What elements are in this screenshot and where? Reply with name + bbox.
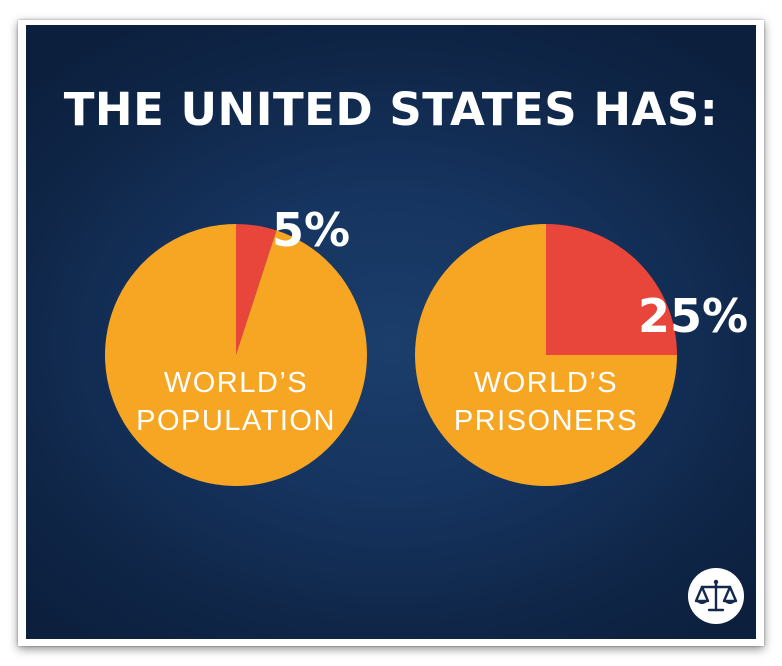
pie-caption-population-line-1: WORLD’S: [164, 367, 308, 399]
remainder-slice-population: [105, 224, 368, 487]
pie-chart-population: 5% WORLD’S POPULATION: [105, 203, 368, 487]
pie-caption-prisoners-line-1: WORLD’S: [474, 367, 618, 399]
pie-caption-population-line-2: POPULATION: [136, 405, 336, 437]
scales-of-justice-icon: [694, 579, 738, 612]
headline: THE UNITED STATES HAS:: [63, 83, 719, 136]
percent-label-population: 5%: [272, 203, 350, 257]
remainder-slice-prisoners: [415, 224, 677, 486]
pie-charts: 5% WORLD’S POPULATION 25% WORLD’S PRISONERS: [105, 203, 748, 487]
highlight-slice-prisoners: [546, 224, 677, 355]
infographic-panel: THE UNITED STATES HAS: 5% WORLD’S POPULATI…: [26, 25, 756, 639]
percent-label-prisoners: 25%: [638, 289, 748, 343]
pie-caption-prisoners-line-2: PRISONERS: [454, 405, 638, 437]
highlight-slice-population: [236, 224, 277, 355]
logo: [688, 568, 744, 624]
pie-chart-prisoners: 25% WORLD’S PRISONERS: [415, 224, 748, 486]
